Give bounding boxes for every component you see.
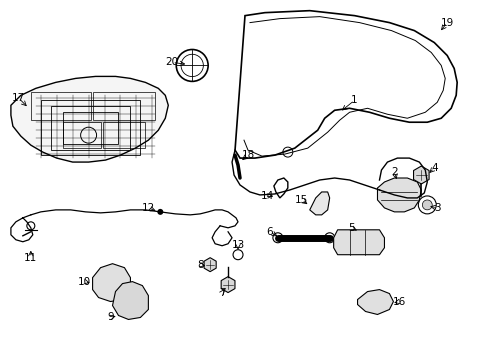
Text: 9: 9 <box>107 312 114 323</box>
Text: 2: 2 <box>390 167 397 177</box>
Text: 6: 6 <box>266 227 273 237</box>
Circle shape <box>157 209 163 215</box>
Text: 3: 3 <box>433 203 440 213</box>
Polygon shape <box>235 11 456 158</box>
Text: 14: 14 <box>261 191 274 201</box>
Text: 15: 15 <box>295 195 308 205</box>
Polygon shape <box>11 76 168 162</box>
Circle shape <box>233 250 243 260</box>
Polygon shape <box>333 230 384 255</box>
Polygon shape <box>112 282 148 319</box>
Polygon shape <box>357 289 393 315</box>
Text: 20: 20 <box>165 58 179 67</box>
Polygon shape <box>377 178 421 212</box>
Text: 12: 12 <box>142 203 155 213</box>
Circle shape <box>417 196 435 214</box>
Text: 10: 10 <box>78 276 91 287</box>
Circle shape <box>422 200 431 210</box>
Text: 8: 8 <box>197 260 203 270</box>
Circle shape <box>176 50 208 81</box>
Text: 16: 16 <box>392 297 405 306</box>
Polygon shape <box>203 258 216 272</box>
Text: 7: 7 <box>218 288 225 298</box>
Circle shape <box>272 233 282 243</box>
Text: 13: 13 <box>231 240 244 250</box>
Text: 17: 17 <box>12 93 25 103</box>
Polygon shape <box>309 192 329 215</box>
Text: 4: 4 <box>430 163 437 173</box>
Polygon shape <box>413 166 428 184</box>
Text: 1: 1 <box>350 95 357 105</box>
Circle shape <box>324 233 334 243</box>
Polygon shape <box>92 264 130 302</box>
Text: 5: 5 <box>347 223 354 233</box>
Text: 19: 19 <box>440 18 453 28</box>
Text: 18: 18 <box>241 150 254 160</box>
Polygon shape <box>221 276 235 293</box>
Text: 11: 11 <box>24 253 38 263</box>
